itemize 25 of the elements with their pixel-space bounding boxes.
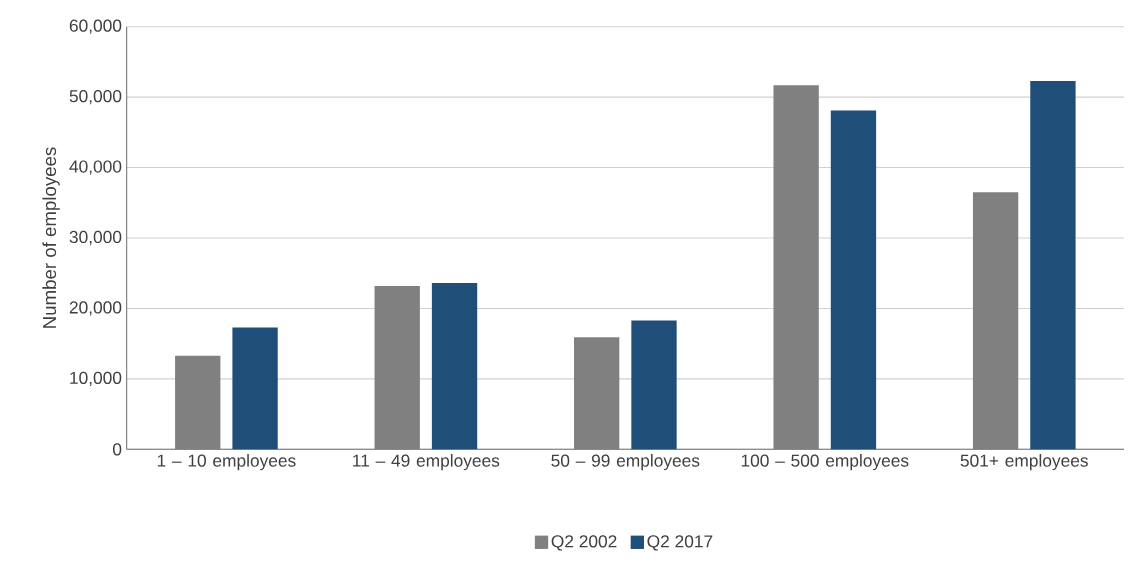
y-axis-title: Number of employees — [42, 147, 60, 328]
x-tick-label: 50 – 99 employees — [551, 454, 700, 471]
bar — [574, 337, 620, 450]
x-tick-label: 11 – 49 employees — [353, 454, 500, 471]
bar — [431, 283, 478, 450]
y-tick-label: 30,000 — [69, 231, 122, 246]
x-tick-label: 1 – 10 employees — [157, 454, 296, 471]
bar — [374, 286, 420, 450]
y-tick-label: 60,000 — [69, 19, 122, 34]
bar — [175, 355, 221, 450]
legend-label: Q2 2002 — [551, 535, 617, 551]
bar — [773, 85, 819, 450]
bar — [972, 192, 1019, 450]
bar — [232, 327, 278, 450]
x-tick-label: 100 – 500 employees — [741, 454, 909, 471]
bar — [1030, 81, 1076, 450]
bar — [830, 110, 877, 450]
y-tick-label: 50,000 — [69, 90, 122, 105]
legend-label: Q2 2017 — [647, 535, 713, 551]
y-tick-label: 40,000 — [69, 160, 122, 175]
x-tick-label: 501+ employees — [960, 454, 1088, 471]
y-tick-label: 20,000 — [69, 301, 122, 316]
bar — [631, 320, 677, 450]
y-tick-label: 0 — [112, 443, 122, 456]
y-tick-label: 10,000 — [70, 371, 122, 387]
